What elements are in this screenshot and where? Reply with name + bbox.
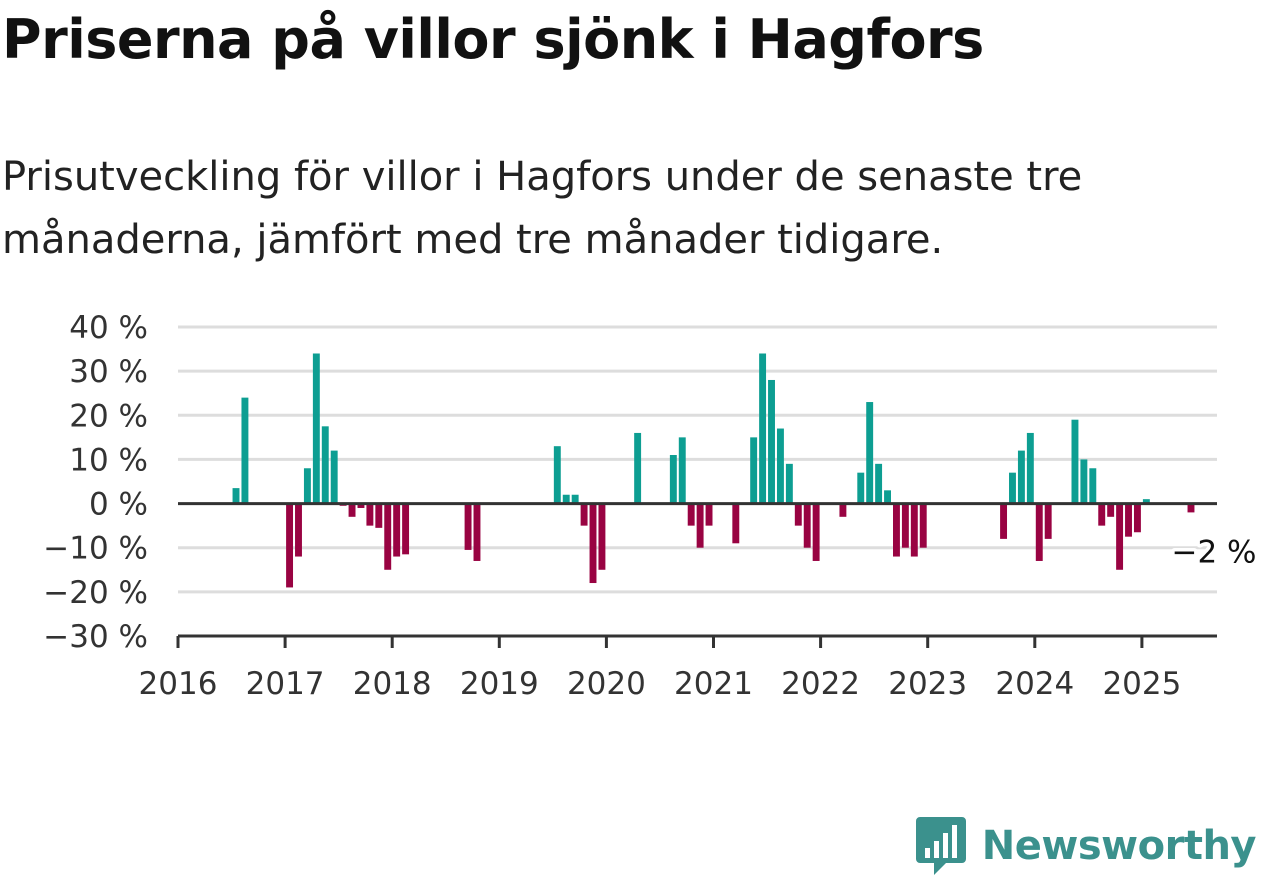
- bar: [1000, 503, 1008, 539]
- bar: [562, 494, 570, 504]
- bar: [321, 426, 329, 504]
- bar: [1080, 459, 1088, 504]
- bar: [473, 503, 481, 561]
- bar: [669, 455, 677, 504]
- bar: [312, 353, 320, 504]
- bar: [1044, 503, 1052, 539]
- bar: [598, 503, 606, 570]
- x-tick-label: 2017: [246, 666, 325, 702]
- bar: [696, 503, 704, 548]
- y-tick-label: 0 %: [89, 487, 148, 523]
- bar: [375, 503, 383, 528]
- bar: [687, 503, 695, 526]
- bar: [1116, 503, 1124, 570]
- bar: [286, 503, 294, 588]
- bar: [794, 503, 802, 526]
- bar: [330, 450, 338, 504]
- bar: [571, 494, 579, 504]
- bar: [553, 446, 561, 504]
- y-tick-label: −10 %: [43, 531, 148, 567]
- bar: [402, 503, 410, 555]
- annotations: −2 %: [1168, 531, 1260, 574]
- bar: [893, 503, 900, 557]
- bar: [839, 503, 847, 517]
- x-tick-label: 2016: [139, 666, 218, 702]
- y-tick-label: 20 %: [69, 398, 148, 434]
- bar: [901, 503, 909, 548]
- bar: [357, 503, 365, 508]
- bar: [295, 503, 302, 557]
- bar: [785, 463, 793, 504]
- newsworthy-logo: Newsworthy: [915, 817, 1257, 875]
- x-tick-label: 2025: [1102, 666, 1181, 702]
- bar: [1071, 419, 1079, 504]
- bar: [303, 468, 311, 504]
- x-axis-labels: 2016 2017 2018 2019 2020 2021 2022 2023 2024 2025: [139, 666, 1182, 702]
- bar: [1187, 503, 1195, 513]
- bar: [366, 503, 374, 526]
- bar: [750, 437, 758, 504]
- y-axis-labels: 40 % 30 % 20 % 10 % 0 % −10 % −20 % −30 %: [43, 310, 148, 655]
- bar: [1089, 468, 1097, 504]
- y-tick-label: −20 %: [43, 575, 148, 611]
- bar: [1035, 503, 1043, 561]
- y-tick-label: −30 %: [43, 619, 148, 655]
- bar: [732, 503, 740, 544]
- bar: [866, 402, 874, 504]
- bar: [919, 503, 927, 548]
- bars: [232, 353, 1195, 588]
- x-tick-label: 2021: [674, 666, 753, 702]
- bar: [1017, 450, 1025, 504]
- x-tick-label: 2018: [353, 666, 432, 702]
- bar: [1142, 499, 1150, 504]
- x-tick-label: 2022: [781, 666, 860, 702]
- chart-title: Priserna på villor sjönk i Hagfors: [2, 8, 984, 71]
- bar: [1133, 503, 1141, 533]
- y-tick-label: 30 %: [69, 354, 148, 390]
- bar: [812, 503, 820, 561]
- bar-chart-pin-icon: [915, 817, 966, 875]
- x-tick-label: 2023: [888, 666, 967, 702]
- bar: [384, 503, 392, 570]
- bar: [589, 503, 597, 584]
- bar: [241, 397, 249, 504]
- chart-subtitle: Prisutveckling för villor i Hagfors unde…: [2, 154, 1083, 263]
- bar: [759, 353, 767, 504]
- bar: [768, 379, 775, 504]
- x-tick-label: 2019: [460, 666, 539, 702]
- brand-name: Newsworthy: [981, 823, 1257, 869]
- bar: [705, 503, 713, 526]
- grid-lines: [178, 325, 1217, 594]
- bar: [857, 472, 865, 504]
- bar: [1107, 503, 1115, 517]
- bar: [232, 488, 240, 504]
- bar: [393, 503, 401, 557]
- last-value-label: −2 %: [1172, 534, 1257, 570]
- bar: [1125, 503, 1132, 537]
- bar: [910, 503, 918, 557]
- x-tick-label: 2024: [995, 666, 1074, 702]
- bar: [803, 503, 811, 548]
- bar: [1026, 432, 1034, 504]
- bar: [1098, 503, 1106, 526]
- bar: [1009, 472, 1016, 504]
- bar: [634, 432, 642, 504]
- bar: [884, 490, 891, 504]
- bar: [875, 463, 883, 504]
- bar: [580, 503, 588, 526]
- bar: [464, 503, 472, 550]
- bar: [678, 437, 686, 504]
- bar-chart: 40 %30 %20 %10 %0 %−10 %−20 %−30 % 2016 2…: [43, 310, 1260, 702]
- bar: [348, 503, 356, 517]
- x-tick-label: 2020: [567, 666, 646, 702]
- y-tick-label: 40 %: [69, 310, 148, 346]
- axes: [176, 502, 1217, 648]
- y-tick-label: 10 %: [69, 442, 148, 478]
- bar: [776, 428, 784, 504]
